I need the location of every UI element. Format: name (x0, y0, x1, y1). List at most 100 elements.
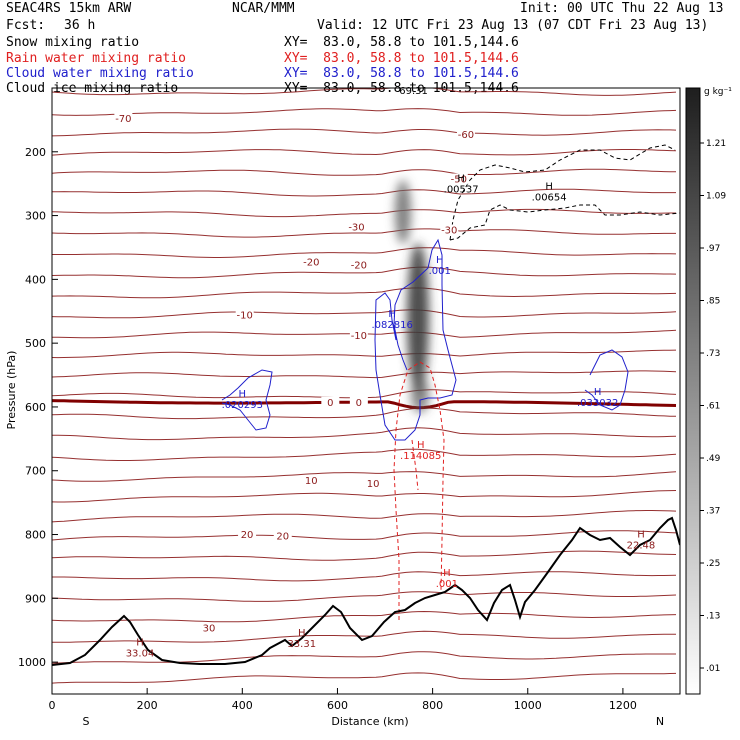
temperature-contour-line (52, 188, 676, 197)
temperature-contour-label: 0 (356, 398, 362, 409)
extremum-mark: H (136, 638, 144, 649)
temperature-contours (52, 88, 677, 684)
x-tick-label: 400 (232, 699, 253, 712)
temperature-contour-label: -60 (458, 130, 474, 141)
temperature-contour-label: 30 (203, 624, 216, 635)
y-tick-label: 400 (25, 273, 46, 286)
field-snow-xy: XY= 83.0, 58.8 to 101.5,144.6 (284, 35, 519, 50)
temperature-contour-line (52, 208, 676, 218)
extremum-mark: H (637, 529, 645, 540)
temperature-contour-line (52, 672, 677, 684)
extremum-mark: H (443, 568, 451, 579)
temperature-contour-line (52, 247, 677, 258)
contour-labels: -70 -60 -50 -30 -30 -20 -20 -10 -10 0 0 10 10 20 20 30 H… (114, 86, 655, 660)
extremum-mark: H (388, 309, 396, 320)
temperature-contour-label: 0 (327, 398, 333, 409)
temperature-contour-label: 10 (367, 479, 380, 490)
contour-label-bg (238, 528, 257, 540)
colorbar-label: .61 (706, 402, 720, 412)
extremum-value: .033032 (577, 398, 618, 409)
extremum-value: .082816 (371, 320, 412, 331)
temperature-contour-line (52, 149, 677, 156)
valid-time: Valid: 12 UTC Fri 23 Aug 13 (07 CDT Fri … (317, 18, 709, 33)
temperature-contour-label: -10 (237, 310, 253, 321)
colorbar-label: .97 (706, 244, 720, 254)
temperature-contour-line (52, 571, 677, 582)
y-axis-title: Pressure (hPa) (5, 351, 18, 430)
colorbar-unit: g kg⁻¹ (704, 87, 732, 97)
extremum-mark: H (545, 182, 553, 193)
colorbar-label: 1.21 (706, 139, 726, 149)
temperature-contour-label: 20 (276, 532, 289, 543)
extremum-value: 33.31 (287, 639, 316, 650)
colorbar-gradient (685, 87, 701, 695)
cloud-water-contours (221, 238, 629, 441)
extremum-value: .00654 (532, 193, 567, 204)
contour-label-bg (364, 477, 383, 489)
temperature-contour-line (52, 389, 677, 399)
extremum-value: .114085 (400, 451, 441, 462)
field-snow-label: Snow mixing ratio (6, 35, 140, 50)
extremum-mark: H (457, 173, 465, 184)
temperature-contour-line (52, 88, 677, 96)
snow-shading (395, 180, 429, 413)
temperature-contour-label: 20 (241, 530, 254, 541)
extremum-value: .001 (436, 579, 458, 590)
y-tick-label: 600 (25, 401, 46, 414)
temperature-contour-line (52, 490, 677, 503)
terrain-profile (52, 516, 680, 666)
temperature-contour-line (52, 630, 676, 643)
contour-label-bg (321, 396, 340, 408)
extremum-value: 69.31 (399, 86, 428, 97)
contour-label-bg (273, 530, 292, 542)
temperature-contour-label: -20 (303, 257, 319, 268)
contour-label-bg (347, 221, 366, 233)
contour-label-bg (456, 128, 475, 140)
org-title: NCAR/MMM (232, 1, 295, 16)
x-tick-label: 1200 (609, 699, 637, 712)
temperature-contour-line (52, 651, 676, 664)
rain-water-contours (393, 361, 445, 620)
y-tick-label: 1000 (18, 656, 46, 669)
temperature-contour-line (52, 448, 677, 461)
extremum-value: .020293 (222, 400, 263, 411)
extremum-value: .001 (429, 266, 451, 277)
temperature-contour-line (52, 427, 677, 441)
x-axis: 0 200 400 600 800 1000 1200 (49, 688, 637, 712)
temperature-contour-label: 10 (305, 476, 318, 487)
colorbar: g kg⁻¹ 1.21 1.09 .97 .85 .73 .61 .49 .37 .25 .13.… (685, 87, 732, 695)
field-cloud-label: Cloud water mixing ratio (6, 66, 194, 81)
temperature-contour-line (52, 471, 677, 482)
north-label: N (656, 715, 664, 728)
temperature-contour-line (52, 591, 677, 602)
x-tick-label: 800 (422, 699, 443, 712)
temperature-contour-line (52, 349, 677, 359)
plot-area (52, 88, 680, 684)
temperature-contour-line (52, 530, 677, 541)
temperature-contour-line (52, 266, 677, 279)
temperature-contour-line (52, 168, 677, 176)
colorbar-label: .73 (706, 349, 720, 359)
temperature-contour-line (52, 309, 677, 319)
colorbar-label: 1.09 (706, 192, 726, 202)
extremum-mark: H (417, 440, 425, 451)
contour-label-bg (349, 396, 368, 408)
temperature-contour-label: -20 (351, 261, 367, 272)
cloud-ice-contours (449, 144, 680, 241)
extremum-value: 33.04 (126, 649, 155, 660)
init-time: Init: 00 UTC Thu 22 Aug 13 (520, 1, 724, 16)
x-tick-label: 1000 (514, 699, 542, 712)
field-rain-label: Rain water mixing ratio (6, 51, 187, 66)
contour-label-bg (235, 309, 254, 321)
extremum-value: 22.48 (627, 540, 656, 551)
temperature-contour-line (52, 128, 677, 137)
field-cloud-xy: XY= 83.0, 58.8 to 101.5,144.6 (284, 66, 519, 81)
temperature-contour-line (52, 228, 676, 238)
contour-label-bg (200, 622, 218, 634)
temperature-contour-label: -30 (441, 226, 457, 237)
contour-label-bg (449, 173, 468, 185)
y-tick-label: 500 (25, 337, 46, 350)
temperature-contour-label: -70 (115, 114, 131, 125)
temperature-contour-line (52, 550, 677, 561)
